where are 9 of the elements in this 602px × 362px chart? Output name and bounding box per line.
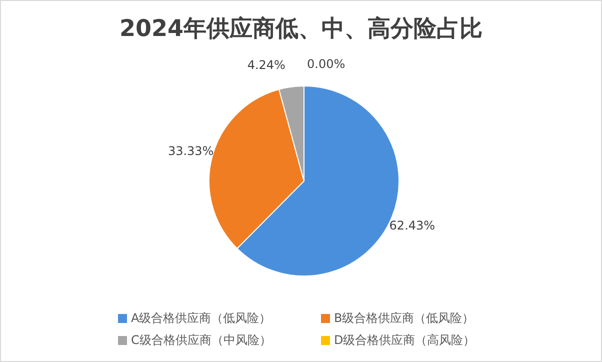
data-label: 33.33% <box>168 144 214 158</box>
data-label: 4.24% <box>247 58 286 72</box>
data-label: 62.43% <box>389 218 436 233</box>
legend-label: A级合格供应商（低风险） <box>131 310 272 327</box>
legend-label: B级合格供应商（低风险） <box>334 310 476 327</box>
legend-label: D级合格供应商（高风险） <box>334 332 476 349</box>
legend-label: C级合格供应商（中风险） <box>131 332 272 349</box>
text: 0.00% <box>307 57 346 71</box>
chart-title: 2024年供应商低、中、高分险占比 <box>118 15 484 44</box>
